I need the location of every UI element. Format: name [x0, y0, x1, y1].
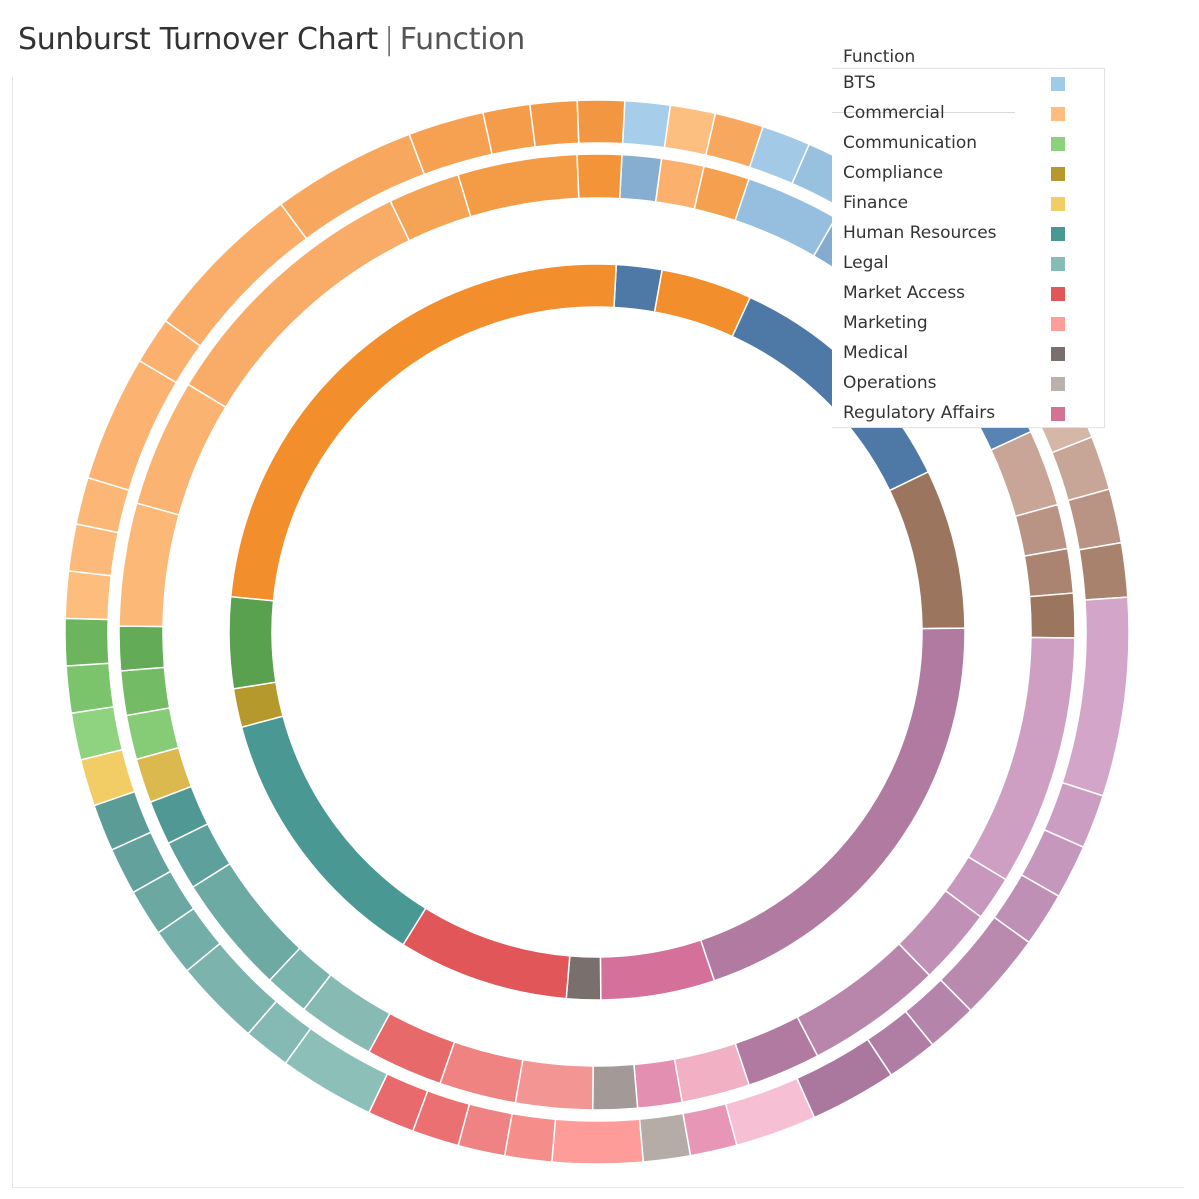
outer-ring-segment[interactable]: [70, 705, 124, 761]
page-title: Sunburst Turnover Chart | Function: [18, 22, 525, 57]
legend-item[interactable]: Operations: [832, 369, 1105, 399]
middle-ring-segment[interactable]: [118, 625, 166, 672]
middle-ring-segment[interactable]: [673, 1042, 751, 1104]
legend-item[interactable]: Communication: [832, 129, 1105, 159]
chart-subtitle: Function: [399, 22, 526, 57]
legend-title: Function: [843, 47, 916, 67]
legend-item-label: BTS: [843, 73, 876, 93]
outer-ring-segment[interactable]: [621, 99, 672, 149]
inner-ring-segment[interactable]: [653, 268, 752, 338]
legend-swatch: [1051, 167, 1065, 181]
legend-item-label: Operations: [843, 373, 937, 393]
legend-item-label: Regulatory Affairs: [843, 403, 996, 423]
legend-item[interactable]: Human Resources: [832, 219, 1105, 249]
legend-swatch: [1051, 197, 1065, 211]
outer-ring-segment[interactable]: [528, 99, 580, 148]
legend-item-label: Finance: [843, 193, 909, 213]
middle-ring-segment[interactable]: [1023, 547, 1075, 598]
legend-divider: [832, 112, 1015, 113]
outer-ring-segment[interactable]: [408, 111, 494, 176]
legend-item[interactable]: Legal: [832, 249, 1105, 279]
legend: Function BTS Commercial Communication Compl…: [832, 45, 1105, 428]
outer-ring-segment[interactable]: [550, 1118, 645, 1165]
legend-swatch: [1051, 317, 1065, 331]
inner-ring-segment[interactable]: [613, 263, 664, 314]
legend-swatch: [1051, 287, 1065, 301]
legend-swatch: [1051, 107, 1065, 121]
legend-item[interactable]: Medical: [832, 339, 1105, 369]
legend-item[interactable]: Regulatory Affairs: [832, 399, 1105, 429]
legend-item[interactable]: Commercial: [832, 99, 1105, 129]
middle-ring-segment[interactable]: [576, 153, 623, 200]
middle-ring-segment[interactable]: [118, 502, 181, 628]
legend-item-label: Medical: [843, 343, 909, 363]
middle-ring-segment[interactable]: [457, 153, 580, 218]
inner-ring-segment[interactable]: [229, 263, 618, 602]
inner-ring-segment[interactable]: [240, 715, 427, 946]
legend-item[interactable]: BTS: [832, 69, 1105, 99]
middle-ring-segment[interactable]: [591, 1063, 639, 1111]
legend-swatch: [1051, 137, 1065, 151]
outer-ring-segment[interactable]: [481, 103, 537, 156]
legend-item[interactable]: Market Access: [832, 279, 1105, 309]
legend-item-label: Compliance: [843, 163, 944, 183]
outer-ring-segment[interactable]: [64, 617, 110, 667]
inner-ring-segment[interactable]: [402, 907, 571, 1000]
legend-swatch: [1051, 407, 1065, 421]
legend-swatch: [1051, 347, 1065, 361]
inner-ring: [228, 263, 966, 1001]
middle-ring-segment[interactable]: [439, 1040, 524, 1104]
legend-border: [832, 68, 1105, 428]
outer-ring-segment[interactable]: [503, 1112, 557, 1163]
outer-ring-segment[interactable]: [1078, 541, 1129, 601]
title-separator: |: [383, 22, 394, 57]
legend-item-label: Human Resources: [843, 223, 997, 243]
outer-ring-segment[interactable]: [65, 662, 115, 715]
legend-item-label: Commercial: [843, 103, 945, 123]
middle-ring-segment[interactable]: [618, 153, 663, 203]
legend-item[interactable]: Marketing: [832, 309, 1105, 339]
legend-item-label: Market Access: [843, 283, 966, 303]
outer-ring-segment[interactable]: [1067, 488, 1123, 551]
legend-swatch: [1051, 377, 1065, 391]
legend-swatch: [1051, 257, 1065, 271]
outer-ring-segment[interactable]: [576, 99, 626, 145]
chart-frame: [12, 77, 1184, 1188]
inner-ring-segment[interactable]: [565, 955, 602, 1001]
middle-ring-segment[interactable]: [514, 1058, 594, 1111]
legend-item-label: Marketing: [843, 313, 928, 333]
inner-ring-segment[interactable]: [599, 939, 716, 1001]
middle-ring-segment[interactable]: [1028, 592, 1076, 639]
legend-item[interactable]: Compliance: [832, 159, 1105, 189]
inner-ring-segment[interactable]: [228, 595, 277, 690]
outer-ring-segment[interactable]: [638, 1112, 692, 1163]
legend-swatch: [1051, 227, 1065, 241]
legend-swatch: [1051, 77, 1065, 91]
chart-title: Sunburst Turnover Chart: [18, 22, 378, 57]
middle-ring-segment[interactable]: [119, 666, 171, 717]
legend-item-label: Communication: [843, 133, 977, 153]
legend-item-label: Legal: [843, 253, 889, 273]
outer-ring-segment[interactable]: [64, 570, 113, 621]
inner-ring-segment[interactable]: [888, 470, 966, 630]
middle-ring-segment[interactable]: [633, 1058, 684, 1110]
legend-item[interactable]: Finance: [832, 189, 1105, 219]
